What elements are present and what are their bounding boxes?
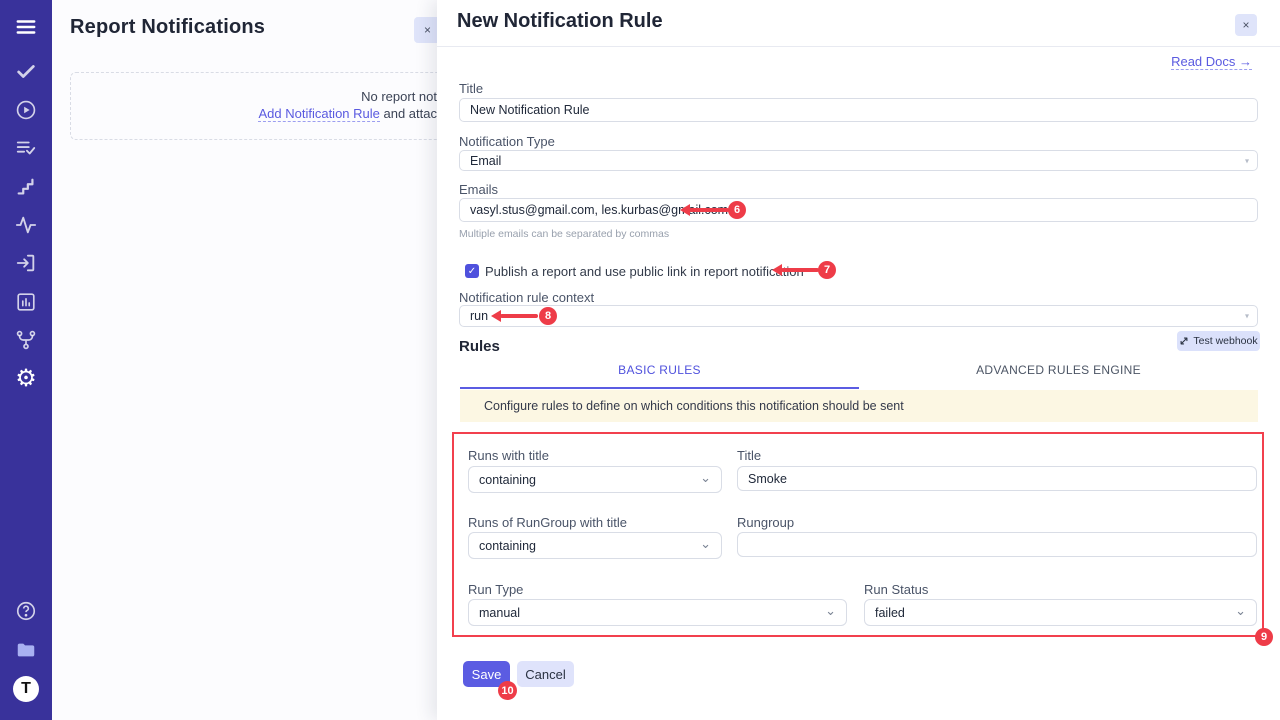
help-icon[interactable] bbox=[14, 599, 38, 623]
list-check-icon[interactable] bbox=[14, 136, 38, 160]
select-caret-icon: ▾ bbox=[1244, 311, 1249, 321]
annotation-arrow-7 bbox=[772, 264, 819, 276]
run-title-input[interactable] bbox=[737, 466, 1257, 491]
title-label: Title bbox=[459, 81, 484, 96]
rungroup-label: Rungroup bbox=[737, 515, 795, 530]
annotation-badge-9: 9 bbox=[1255, 628, 1273, 646]
empty-state-text: No report not Add Notification Rule and … bbox=[258, 89, 437, 122]
branch-icon[interactable] bbox=[14, 328, 38, 352]
run-status-label: Run Status bbox=[864, 582, 929, 597]
read-docs-link[interactable]: Read Docs → bbox=[1171, 54, 1252, 70]
import-icon[interactable] bbox=[14, 251, 38, 275]
test-webhook-button[interactable]: Test webhook bbox=[1177, 331, 1260, 351]
emails-label: Emails bbox=[459, 182, 499, 197]
rules-heading: Rules bbox=[459, 338, 500, 355]
annotation-rectangle-9 bbox=[452, 432, 1264, 637]
publish-label: Publish a report and use public link in … bbox=[485, 264, 804, 279]
gear-icon[interactable]: ⚙ bbox=[15, 365, 37, 392]
new-notification-rule-drawer: New Notification Rule × Read Docs → Titl… bbox=[437, 0, 1280, 720]
annotation-badge-7: 7 bbox=[818, 261, 836, 279]
publish-checkbox[interactable]: ✓ bbox=[465, 264, 479, 278]
drawer-title: New Notification Rule bbox=[457, 10, 663, 32]
page-title: Report Notifications bbox=[70, 16, 266, 38]
context-select[interactable]: run ▾ bbox=[459, 305, 1258, 327]
select-caret-icon: ▾ bbox=[1244, 156, 1249, 165]
chevron-down-icon: ⌄ bbox=[825, 603, 836, 619]
context-label: Notification rule context bbox=[459, 290, 595, 305]
notification-type-label: Notification Type bbox=[459, 134, 555, 149]
chevron-down-icon: ⌄ bbox=[700, 470, 711, 486]
run-title-label: Title bbox=[737, 448, 762, 463]
emails-hint: Multiple emails can be separated by comm… bbox=[459, 228, 670, 240]
activity-icon[interactable] bbox=[14, 213, 38, 237]
add-notification-rule-link[interactable]: Add Notification Rule bbox=[258, 106, 380, 122]
rungroup-with-title-select[interactable]: containing ⌄ bbox=[468, 532, 722, 559]
steps-icon[interactable] bbox=[14, 175, 38, 199]
run-status-select[interactable]: failed ⌄ bbox=[864, 599, 1257, 626]
annotation-badge-6: 6 bbox=[728, 201, 746, 219]
title-input[interactable] bbox=[459, 98, 1258, 122]
close-drawer-button[interactable]: × bbox=[1235, 14, 1257, 36]
annotation-arrow-8 bbox=[491, 310, 538, 322]
bar-chart-icon[interactable] bbox=[14, 290, 38, 314]
sidebar: ⚙ T bbox=[0, 0, 52, 720]
run-type-label: Run Type bbox=[468, 582, 524, 597]
cancel-button[interactable]: Cancel bbox=[517, 661, 574, 687]
runs-with-title-label: Runs with title bbox=[468, 448, 549, 463]
divider bbox=[437, 46, 1280, 47]
folder-icon[interactable] bbox=[14, 638, 38, 662]
runs-with-title-select[interactable]: containing ⌄ bbox=[468, 466, 722, 493]
annotation-badge-8: 8 bbox=[539, 307, 557, 325]
annotation-arrow-6 bbox=[680, 204, 729, 216]
emails-input[interactable] bbox=[459, 198, 1258, 222]
tab-basic-rules[interactable]: BASIC RULES bbox=[460, 363, 859, 389]
rungroup-with-title-label: Runs of RunGroup with title bbox=[468, 515, 627, 530]
rungroup-input[interactable] bbox=[737, 532, 1257, 557]
notification-type-select[interactable]: Email ▾ bbox=[459, 150, 1258, 171]
close-panel-button[interactable]: × bbox=[414, 17, 441, 43]
run-type-select[interactable]: manual ⌄ bbox=[468, 599, 847, 626]
tab-advanced-rules-engine[interactable]: ADVANCED RULES ENGINE bbox=[976, 363, 1141, 377]
check-icon[interactable] bbox=[14, 59, 38, 83]
play-circle-icon[interactable] bbox=[14, 98, 38, 122]
chevron-down-icon: ⌄ bbox=[700, 536, 711, 552]
menu-icon[interactable] bbox=[14, 15, 38, 39]
webhook-icon bbox=[1180, 337, 1188, 345]
rules-info-banner: Configure rules to define on which condi… bbox=[460, 390, 1258, 422]
logo[interactable]: T bbox=[13, 676, 39, 702]
annotation-badge-10: 10 bbox=[498, 681, 517, 700]
chevron-down-icon: ⌄ bbox=[1235, 603, 1246, 619]
